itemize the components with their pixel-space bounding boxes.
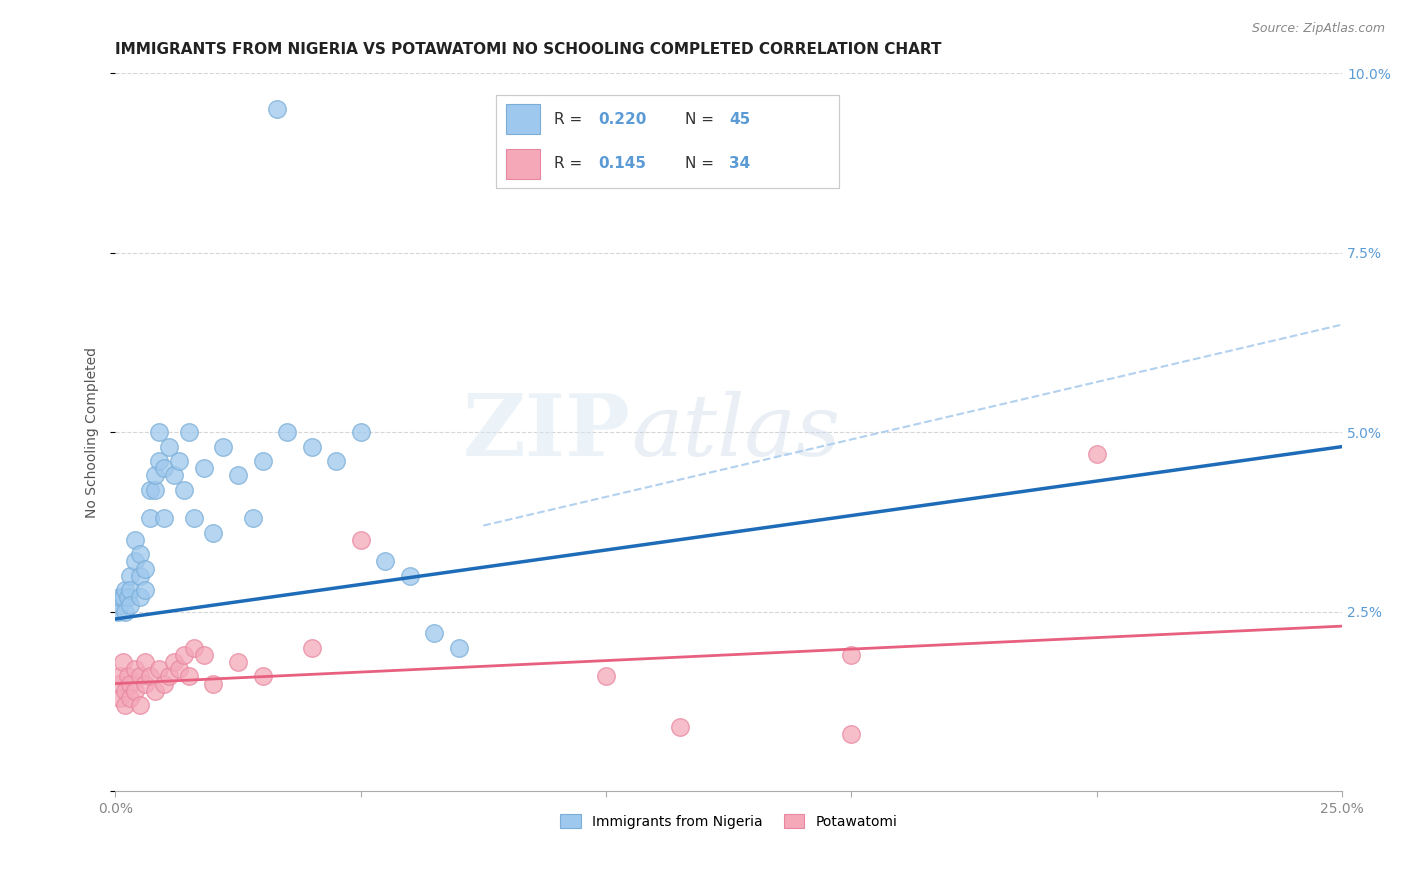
Text: ZIP: ZIP <box>463 390 631 475</box>
Point <box>108 669 131 683</box>
Point <box>252 454 274 468</box>
Point <box>128 591 150 605</box>
Point <box>108 690 131 705</box>
Point <box>118 676 141 690</box>
Point <box>114 698 136 712</box>
Point <box>138 483 160 497</box>
Point <box>252 669 274 683</box>
Point <box>114 605 136 619</box>
Point <box>134 583 156 598</box>
Point <box>118 583 141 598</box>
Point <box>153 461 176 475</box>
Point <box>157 440 180 454</box>
Point <box>266 102 288 116</box>
Point <box>193 461 215 475</box>
Point <box>350 425 373 440</box>
Y-axis label: No Schooling Completed: No Schooling Completed <box>86 347 100 517</box>
Point <box>118 598 141 612</box>
Point <box>107 605 129 619</box>
Point <box>374 554 396 568</box>
Point <box>118 690 141 705</box>
Point <box>138 669 160 683</box>
Point <box>128 547 150 561</box>
Point <box>153 676 176 690</box>
Point <box>398 569 420 583</box>
Point <box>163 655 186 669</box>
Text: IMMIGRANTS FROM NIGERIA VS POTAWATOMI NO SCHOOLING COMPLETED CORRELATION CHART: IMMIGRANTS FROM NIGERIA VS POTAWATOMI NO… <box>115 42 942 57</box>
Point <box>114 583 136 598</box>
Point <box>325 454 347 468</box>
Point <box>202 676 225 690</box>
Point <box>143 468 166 483</box>
Point <box>124 683 146 698</box>
Point <box>841 727 863 741</box>
Text: atlas: atlas <box>631 391 839 474</box>
Point <box>1085 447 1108 461</box>
Point <box>226 468 249 483</box>
Point <box>148 662 170 676</box>
Point <box>134 655 156 669</box>
Point <box>167 662 190 676</box>
Point <box>157 669 180 683</box>
Point <box>163 468 186 483</box>
Point <box>118 569 141 583</box>
Point <box>153 511 176 525</box>
Point <box>108 598 131 612</box>
Point <box>301 640 323 655</box>
Point <box>841 648 863 662</box>
Point <box>350 533 373 547</box>
Point <box>128 569 150 583</box>
Point <box>143 683 166 698</box>
Point <box>111 591 134 605</box>
Point <box>107 676 129 690</box>
Point <box>173 648 195 662</box>
Point <box>276 425 298 440</box>
Point <box>148 425 170 440</box>
Point <box>128 698 150 712</box>
Point <box>167 454 190 468</box>
Point <box>124 533 146 547</box>
Point <box>111 655 134 669</box>
Point <box>148 454 170 468</box>
Point <box>173 483 195 497</box>
Point <box>124 662 146 676</box>
Point <box>242 511 264 525</box>
Point <box>447 640 470 655</box>
Point <box>128 669 150 683</box>
Point <box>301 440 323 454</box>
Point <box>423 626 446 640</box>
Point <box>134 562 156 576</box>
Point <box>177 425 200 440</box>
Point <box>595 669 617 683</box>
Point <box>143 483 166 497</box>
Point <box>134 676 156 690</box>
Point <box>114 683 136 698</box>
Point <box>668 720 690 734</box>
Point <box>183 511 205 525</box>
Point <box>177 669 200 683</box>
Point <box>108 591 131 605</box>
Point <box>138 511 160 525</box>
Point <box>193 648 215 662</box>
Point <box>226 655 249 669</box>
Point <box>183 640 205 655</box>
Text: Source: ZipAtlas.com: Source: ZipAtlas.com <box>1251 22 1385 36</box>
Point <box>202 525 225 540</box>
Point <box>212 440 235 454</box>
Point <box>124 554 146 568</box>
Point <box>117 669 139 683</box>
Point <box>117 591 139 605</box>
Legend: Immigrants from Nigeria, Potawatomi: Immigrants from Nigeria, Potawatomi <box>554 809 903 835</box>
